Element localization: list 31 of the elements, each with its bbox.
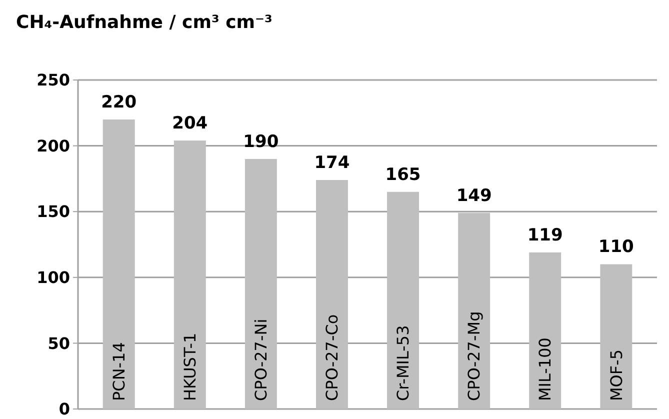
data-label: 165 (385, 164, 421, 185)
bar (387, 192, 420, 409)
chart-title: CH₄-Aufnahme / cm³ cm⁻³ (16, 12, 272, 33)
x-tick-label: CPO-27-Ni (252, 318, 271, 401)
bar (458, 212, 490, 409)
x-tick-label: HKUST-1 (180, 332, 200, 401)
y-tick-label: 0 (58, 400, 70, 419)
data-label: 119 (527, 225, 563, 246)
bar (174, 140, 206, 409)
x-tick-label: CPO-27-Co (322, 314, 342, 401)
data-label: 174 (314, 153, 350, 174)
x-tick-label: PCN-14 (109, 342, 128, 401)
bar (529, 252, 562, 409)
x-tick-label: Cr-MIL-53 (394, 325, 413, 401)
x-tick-label: MIL-100 (536, 338, 555, 401)
x-tick-label: CPO-27-Mg (464, 311, 484, 401)
y-tick-label: 100 (36, 268, 70, 287)
y-tick-label: 50 (48, 334, 70, 353)
bar (102, 119, 135, 409)
y-tick-label: 200 (36, 136, 70, 156)
bar (600, 264, 632, 409)
data-label: 110 (598, 237, 634, 258)
data-label: 204 (172, 114, 208, 134)
data-label: 149 (456, 186, 492, 206)
data-label: 220 (101, 92, 137, 112)
data-label: 190 (243, 132, 279, 152)
y-tick-label: 150 (36, 202, 70, 222)
y-tick-label: 250 (36, 70, 70, 90)
x-tick-label: MOF-5 (606, 349, 626, 401)
bar (244, 158, 277, 409)
bar (316, 180, 348, 409)
